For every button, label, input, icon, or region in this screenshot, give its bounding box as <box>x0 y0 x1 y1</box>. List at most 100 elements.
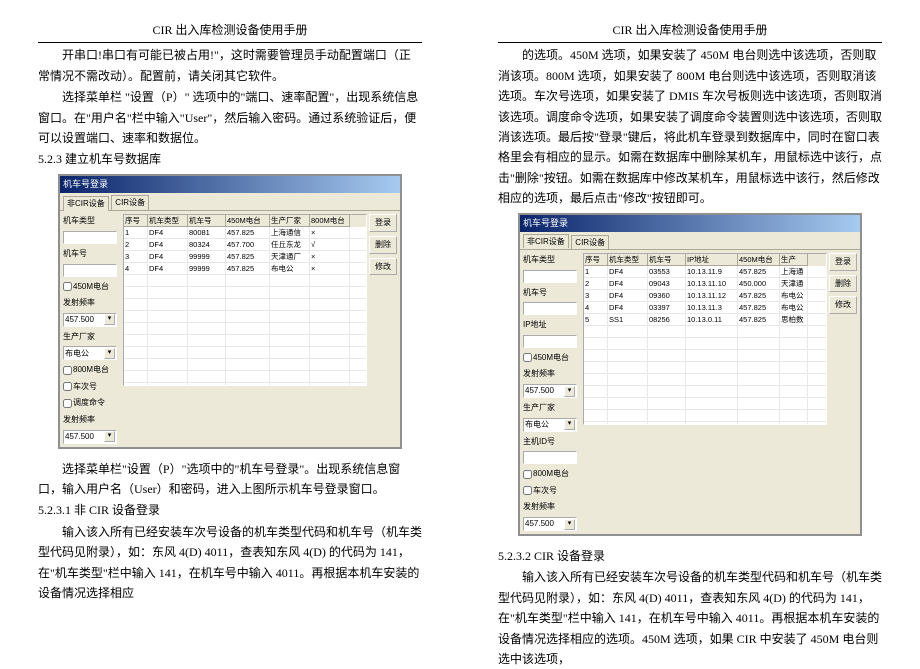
table-row[interactable]: 2DF480324457.700任丘东龙√ <box>124 239 366 251</box>
register-button[interactable]: 登录 <box>829 253 857 271</box>
checkbox-450m[interactable]: 450M电台 <box>63 280 121 294</box>
table-row[interactable]: 4DF499999457.825布电公× <box>124 263 366 275</box>
combo-tx-freq[interactable]: 457.500▾ <box>523 384 577 398</box>
loco-register-window: 机车号登录 非CIR设备 CIR设备 机车类型 机车号 IP地址 450M电台 … <box>518 213 862 537</box>
delete-button[interactable]: 删除 <box>829 275 857 293</box>
table-cell: 天津通 <box>780 278 808 289</box>
checkbox-800m[interactable]: 800M电台 <box>523 467 581 481</box>
table-cell: DF4 <box>148 227 188 238</box>
checkbox-checi[interactable]: 车次号 <box>63 380 121 394</box>
table-row[interactable]: 2DF40904310.13.11.10450.000天津通 <box>584 278 826 290</box>
table-cell: 1 <box>124 227 148 238</box>
label-maker: 生产厂家 <box>63 330 121 344</box>
form-left-column: 机车类型 机车号 450M电台 发射频率 457.500▾ 生产厂家 布电公▾ … <box>63 214 121 443</box>
chevron-down-icon: ▾ <box>104 431 115 442</box>
label-loco-num: 机车号 <box>523 286 581 300</box>
paragraph: 开串口!串口有可能已被占用!"，这时需要管理员手动配置端口（正常情况不需改动）。… <box>38 45 422 86</box>
table-row[interactable]: 3DF40936010.13.11.12457.825布电公 <box>584 290 826 302</box>
table-cell: 457.825 <box>226 227 270 238</box>
table-cell: 10.13.11.10 <box>686 278 738 289</box>
input-loco-num[interactable] <box>63 264 117 277</box>
label-loco-type: 机车类型 <box>63 214 121 228</box>
modify-button[interactable]: 修改 <box>369 258 397 276</box>
table-cell: 10.13.0.11 <box>686 314 738 325</box>
combo-maker[interactable]: 布电公▾ <box>523 418 577 432</box>
table-cell: 思柏数 <box>780 314 808 325</box>
table-cell: 布电公 <box>780 290 808 301</box>
table-row[interactable]: 5SS10825610.13.0.11457.825思柏数 <box>584 314 826 326</box>
loco-register-window: 机车号登录 非CIR设备 CIR设备 机车类型 机车号 450M电台 发射频率 … <box>58 174 402 449</box>
column-header[interactable]: 450M电台 <box>738 254 780 266</box>
input-loco-type[interactable] <box>63 231 117 244</box>
table-cell: 5 <box>584 314 608 325</box>
column-header[interactable]: 机车类型 <box>148 215 188 227</box>
column-header[interactable]: 450M电台 <box>226 215 270 227</box>
input-ip[interactable] <box>523 335 577 348</box>
tab-cir[interactable]: CIR设备 <box>571 235 609 250</box>
column-header[interactable]: 生产 <box>780 254 808 266</box>
checkbox-diaodu[interactable]: 调度命令 <box>63 396 121 410</box>
table-cell: 99999 <box>188 251 226 262</box>
checkbox-450m[interactable]: 450M电台 <box>523 351 581 365</box>
table-cell: SS1 <box>608 314 648 325</box>
table-cell: 80324 <box>188 239 226 250</box>
combo-tx-freq2[interactable]: 457.500▾ <box>63 430 117 444</box>
column-header[interactable]: IP地址 <box>686 254 738 266</box>
checkbox-800m[interactable]: 800M电台 <box>63 363 121 377</box>
label-tx-freq: 发射频率 <box>523 367 581 381</box>
data-grid[interactable]: 序号机车类型机车号450M电台生产厂家800M电台1DF480081457.82… <box>123 214 367 386</box>
table-cell: × <box>310 251 350 262</box>
table-cell: 99999 <box>188 263 226 274</box>
form-left-column: 机车类型 机车号 IP地址 450M电台 发射频率 457.500▾ 生产厂家 … <box>523 253 581 531</box>
tab-bar: 非CIR设备 CIR设备 <box>520 232 860 250</box>
table-cell: 10.13.11.3 <box>686 302 738 313</box>
column-header[interactable]: 机车类型 <box>608 254 648 266</box>
label-loco-type: 机车类型 <box>523 253 581 267</box>
column-header[interactable]: 机车号 <box>648 254 686 266</box>
table-cell: 布电公 <box>270 263 310 274</box>
table-cell: 天津通厂 <box>270 251 310 262</box>
window-title: 机车号登录 <box>60 176 400 193</box>
table-cell: 03397 <box>648 302 686 313</box>
column-header[interactable]: 序号 <box>124 215 148 227</box>
tab-cir[interactable]: CIR设备 <box>111 195 149 210</box>
table-cell: 10.13.11.12 <box>686 290 738 301</box>
table-cell: DF4 <box>148 239 188 250</box>
column-header[interactable]: 生产厂家 <box>270 215 310 227</box>
table-cell: DF4 <box>608 278 648 289</box>
table-cell: 450.000 <box>738 278 780 289</box>
register-button[interactable]: 登录 <box>369 214 397 232</box>
table-row[interactable]: 1DF40355310.13.11.9457.825上海通 <box>584 266 826 278</box>
column-header[interactable]: 800M电台 <box>310 215 350 227</box>
table-cell: √ <box>310 239 350 250</box>
input-loco-num[interactable] <box>523 302 577 315</box>
tab-non-cir[interactable]: 非CIR设备 <box>523 234 569 249</box>
button-column: 登录 删除 修改 <box>369 214 397 443</box>
tab-bar: 非CIR设备 CIR设备 <box>60 193 400 211</box>
window-title: 机车号登录 <box>520 215 860 232</box>
combo-maker[interactable]: 布电公▾ <box>63 346 117 360</box>
table-cell: 4 <box>124 263 148 274</box>
label-maker: 生产厂家 <box>523 401 581 415</box>
left-page: CIR 出入库检测设备使用手册 开串口!串口有可能已被占用!"，这时需要管理员手… <box>0 0 460 651</box>
data-grid[interactable]: 序号机车类型机车号IP地址450M电台生产1DF40355310.13.11.9… <box>583 253 827 425</box>
column-header[interactable]: 机车号 <box>188 215 226 227</box>
table-row[interactable]: 1DF480081457.825上海通信× <box>124 227 366 239</box>
column-header[interactable]: 序号 <box>584 254 608 266</box>
delete-button[interactable]: 删除 <box>369 236 397 254</box>
input-boxid[interactable] <box>523 451 577 464</box>
table-cell: 2 <box>124 239 148 250</box>
table-row[interactable]: 4DF40339710.13.11.3457.825布电公 <box>584 302 826 314</box>
label-tx-freq2: 发射频率 <box>523 500 581 514</box>
table-cell: 10.13.11.9 <box>686 266 738 277</box>
table-cell: 3 <box>124 251 148 262</box>
table-cell: 任丘东龙 <box>270 239 310 250</box>
table-row[interactable]: 3DF499999457.825天津通厂× <box>124 251 366 263</box>
table-cell: 08256 <box>648 314 686 325</box>
input-loco-type[interactable] <box>523 270 577 283</box>
combo-tx-freq2[interactable]: 457.500▾ <box>523 517 577 531</box>
checkbox-checi[interactable]: 车次号 <box>523 484 581 498</box>
tab-non-cir[interactable]: 非CIR设备 <box>63 196 109 211</box>
combo-tx-freq[interactable]: 457.500▾ <box>63 313 117 327</box>
modify-button[interactable]: 修改 <box>829 296 857 314</box>
